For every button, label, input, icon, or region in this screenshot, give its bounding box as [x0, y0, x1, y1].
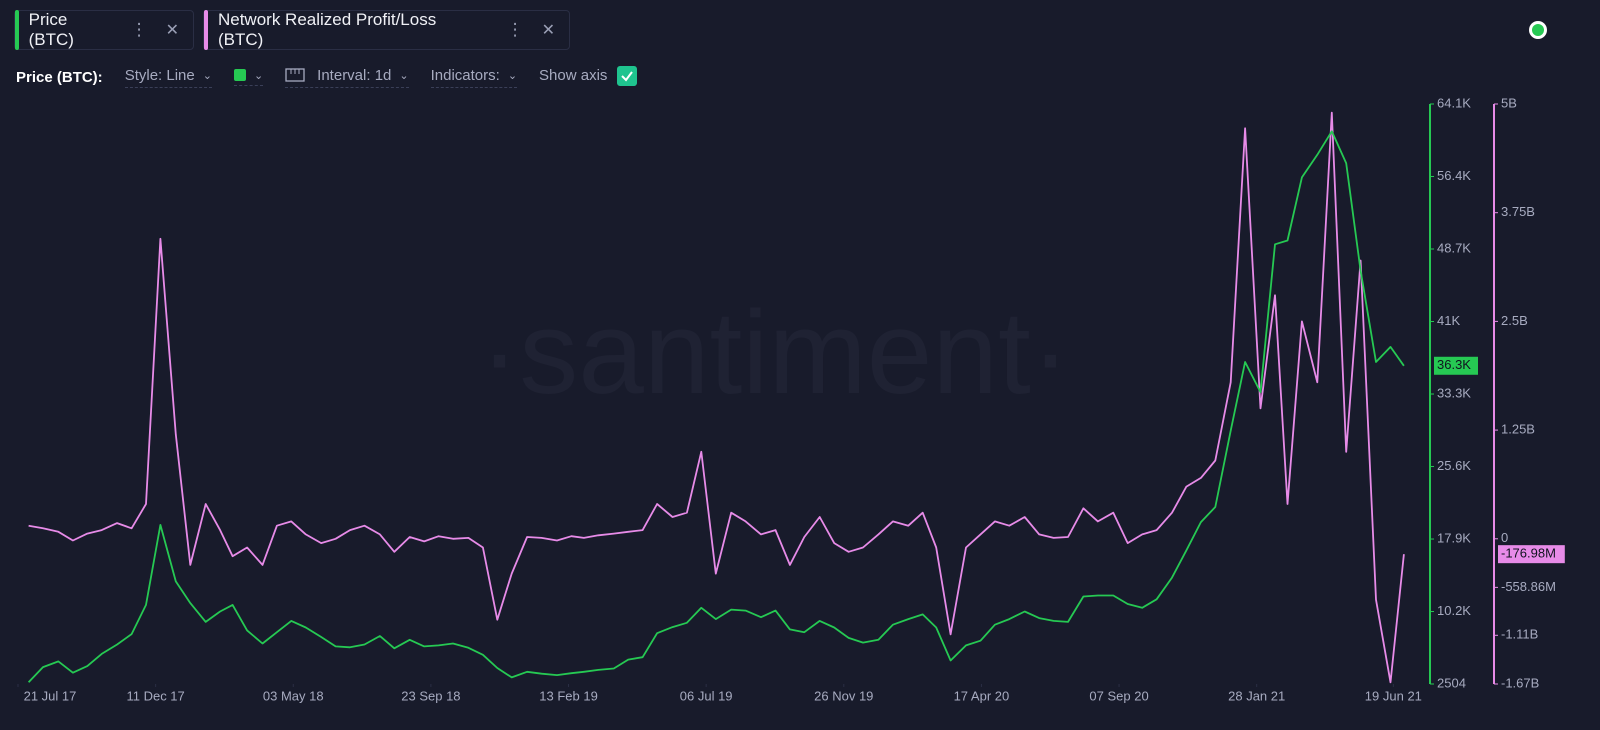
series-line — [28, 111, 1405, 684]
chevron: ⌄ — [399, 69, 409, 82]
indicators-text: Indicators: — [430, 66, 500, 84]
show-axis-toggle[interactable]: Show axis — [539, 65, 638, 89]
menu-icon[interactable]: ⋮ — [506, 20, 524, 39]
x-tick-label: 26 Nov 19 — [814, 688, 873, 703]
y-tick-label: 2504 — [1437, 675, 1466, 690]
last-value-box — [1498, 545, 1565, 564]
tab[interactable]: Price (BTC) ⋮ ✕ — [14, 10, 194, 50]
tab[interactable]: Network Realized Profit/Loss (BTC) ⋮ ✕ — [203, 10, 570, 50]
tab-color — [204, 10, 208, 50]
y-tick-label: -558.86M — [1501, 579, 1556, 594]
style-text: Style: Line — [124, 66, 195, 84]
y-tick-label: 48.7K — [1437, 240, 1471, 255]
color-select[interactable]: ⌄ — [233, 69, 264, 86]
interval-text: Interval: 1d — [317, 66, 392, 84]
tab-title: Network Realized Profit/Loss (BTC) — [217, 10, 437, 49]
y-tick-label: 3.75B — [1501, 204, 1535, 219]
last-value-box — [1434, 356, 1478, 375]
y-tick-label: -1.67B — [1501, 675, 1539, 690]
menu-icon[interactable]: ⋮ — [130, 20, 148, 39]
x-tick-label: 21 Jul 17 — [24, 688, 77, 703]
x-tick-label: 19 Jun 21 — [1365, 688, 1422, 703]
interval-icon — [285, 68, 305, 82]
x-tick-label: 17 Apr 20 — [954, 688, 1010, 703]
y-tick-label: 17.9K — [1437, 530, 1471, 545]
toolbar: Price (BTC): Style: Line ⌄ ⌄ Interval: 1d… — [16, 65, 659, 89]
indicators-select[interactable]: Indicators: ⌄ — [430, 66, 518, 88]
close-icon[interactable]: ✕ — [541, 22, 555, 39]
chevron: ⌄ — [507, 69, 518, 82]
status-dot — [1532, 24, 1544, 36]
check-icon — [621, 70, 634, 82]
x-tick-label: 23 Sep 18 — [401, 688, 460, 703]
last-value: 36.3K — [1434, 356, 1478, 375]
metric-label: Price (BTC): — [16, 68, 103, 86]
y-tick-label: 25.6K — [1437, 458, 1471, 473]
x-tick-label: 11 Dec 17 — [126, 688, 184, 703]
series-line — [27, 130, 1405, 683]
y-tick-label: 33.3K — [1437, 385, 1471, 400]
last-value: -176.98M — [1498, 545, 1565, 564]
y-tick-label: 41K — [1437, 313, 1460, 328]
tab-title: Price (BTC) — [28, 10, 74, 49]
status-indicator — [1529, 21, 1547, 39]
interval-select[interactable]: Interval: 1d ⌄ — [285, 66, 409, 88]
y-tick-label: 10.2K — [1437, 603, 1471, 618]
chevron: ⌄ — [253, 69, 264, 82]
y-tick-label: 56.4K — [1437, 168, 1471, 183]
y-tick-label: 0 — [1501, 530, 1508, 545]
last-value-label: -176.98M — [1501, 546, 1556, 561]
y-tick-label: 5B — [1501, 95, 1517, 110]
watermark: ·santiment· — [480, 287, 1070, 419]
x-tick-label: 06 Jul 19 — [680, 688, 733, 703]
chevron: ⌄ — [202, 69, 212, 82]
x-tick-label: 03 May 18 — [263, 688, 324, 703]
x-tick-label: 13 Feb 19 — [539, 688, 598, 703]
checkbox[interactable] — [617, 65, 638, 86]
close-icon[interactable]: ✕ — [165, 22, 179, 39]
y-tick-label: 1.25B — [1501, 422, 1535, 437]
y-tick-label: 2.5B — [1501, 313, 1528, 328]
tab-color — [15, 10, 19, 50]
y-tick-label: -1.11B — [1501, 627, 1538, 642]
x-tick-label: 28 Jan 21 — [1228, 688, 1285, 703]
show-axis-text: Show axis — [539, 67, 608, 84]
y-tick-label: 64.1K — [1437, 95, 1471, 110]
x-tick-label: 07 Sep 20 — [1089, 688, 1148, 703]
style-select[interactable]: Style: Line ⌄ — [124, 66, 212, 88]
last-value-label: 36.3K — [1437, 357, 1471, 372]
color-swatch — [233, 69, 246, 81]
